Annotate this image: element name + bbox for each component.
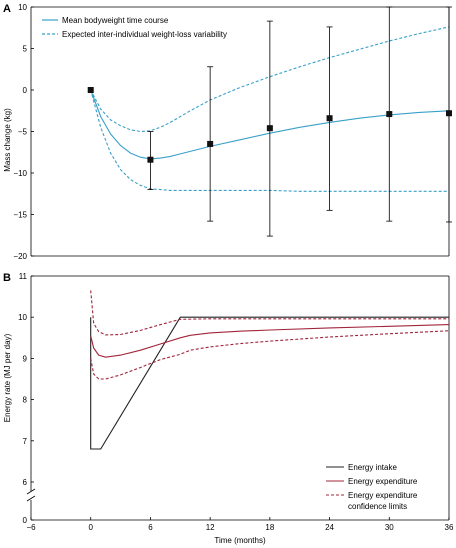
- observed-mass-marker: [147, 156, 154, 163]
- energy-intake-line: [90, 316, 449, 450]
- panel-a-y-tick-label: −20: [13, 252, 27, 261]
- panel-b-y-tick-label: 6: [23, 478, 28, 487]
- panel-b-y-tick-label: 10: [18, 313, 27, 322]
- observed-mass-marker: [386, 111, 393, 118]
- panel-a-lines: [90, 26, 450, 192]
- panel-b-y-tick-label: 11: [19, 272, 28, 281]
- energy-expenditure-line: [90, 324, 450, 358]
- panel-b-y-tick-label: 0: [23, 516, 28, 525]
- panel-a-y-tick-label: 10: [18, 3, 27, 12]
- observed-mass-marker: [446, 110, 452, 117]
- panel-b-x-tick-label: 36: [445, 523, 454, 532]
- legend-confidence-label-line2: confidence limits: [348, 502, 407, 511]
- panel-a-y-tick-label: 0: [23, 86, 28, 95]
- panel-b-y-tick-label: 9: [23, 354, 28, 363]
- panel-a-y-tick-label: −15: [13, 211, 27, 220]
- observed-mass-marker: [326, 115, 333, 122]
- panel-a-y-title: Mass change (kg): [3, 108, 12, 172]
- observed-mass-marker: [207, 140, 214, 147]
- legend-mean-label: Mean bodyweight time course: [62, 16, 169, 25]
- panel-b-x-tick-label: 24: [325, 523, 334, 532]
- panel-a-y-tick-label: 5: [23, 45, 28, 54]
- panel-b-y-tick-label: 8: [23, 396, 28, 405]
- panel-a: A 10 5 0 −5 −10 −15 −20 Mass change (kg) Mean …: [3, 3, 452, 261]
- panel-a-label: A: [3, 3, 11, 15]
- panel-b-x-tick-label: 6: [148, 523, 153, 532]
- legend-intake-label: Energy intake: [348, 463, 397, 472]
- panel-b-label: B: [3, 272, 11, 284]
- panel-b-y-title: Energy rate (MJ per day): [3, 333, 12, 422]
- panel-a-error-bars: [87, 6, 452, 237]
- observed-mass-marker: [87, 87, 94, 93]
- panel-b-lines: [90, 290, 450, 450]
- panel-a-legend: Mean bodyweight time course Expected int…: [42, 16, 227, 39]
- panel-b-legend: Energy intake Energy expenditure Energy …: [326, 463, 418, 511]
- confidence-upper-line: [90, 290, 449, 336]
- panel-b-x-tick-label: 0: [88, 523, 93, 532]
- panel-b-x-ticks: −6 0 6 12 18 24 30 36: [26, 517, 454, 532]
- observed-mass-marker: [266, 125, 273, 132]
- variability-line: [90, 26, 450, 133]
- legend-expenditure-label: Energy expenditure: [348, 477, 418, 486]
- panel-b-x-tick-label: −6: [26, 523, 36, 532]
- mean-bodyweight-line: [90, 89, 450, 160]
- legend-confidence-label-line1: Energy expenditure: [348, 491, 418, 500]
- panel-b-y-tick-label: 7: [23, 437, 28, 446]
- panel-b-y-ticks: 11 10 9 8 7 6 0: [18, 272, 34, 525]
- panel-a-y-tick-label: −5: [18, 128, 28, 137]
- panel-b-x-tick-label: 30: [385, 523, 394, 532]
- panel-b-x-tick-label: 18: [265, 523, 274, 532]
- panel-b-x-title: Time (months): [214, 536, 266, 545]
- variability-line: [90, 89, 449, 192]
- legend-variability-label: Expected inter-individual weight-loss va…: [62, 30, 227, 39]
- panel-a-y-tick-label: −10: [13, 169, 27, 178]
- panel-a-y-ticks: 10 5 0 −5 −10 −15 −20: [13, 3, 34, 261]
- confidence-lower-line: [90, 330, 450, 380]
- panel-b-x-tick-label: 12: [206, 523, 215, 532]
- axis-break-icon: [26, 488, 36, 502]
